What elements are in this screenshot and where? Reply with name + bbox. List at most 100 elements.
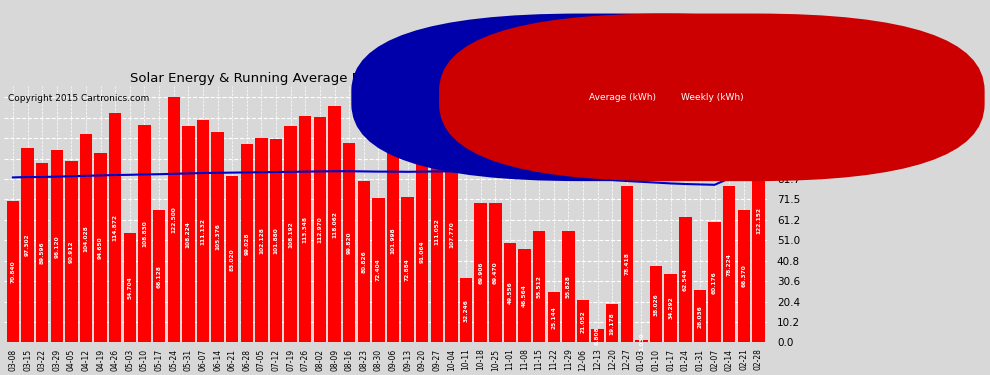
Text: 83.020: 83.020 — [230, 248, 235, 271]
Bar — [241, 144, 253, 342]
Text: 25.144: 25.144 — [551, 306, 556, 328]
Text: 78.224: 78.224 — [727, 253, 732, 276]
Bar — [547, 292, 560, 342]
Bar — [562, 231, 574, 342]
Text: 108.224: 108.224 — [186, 221, 191, 248]
Text: 118.062: 118.062 — [332, 211, 337, 238]
Bar — [65, 160, 77, 342]
Bar — [299, 116, 312, 342]
Bar — [723, 186, 736, 342]
Text: 108.830: 108.830 — [142, 220, 147, 247]
Text: 69.470: 69.470 — [493, 262, 498, 284]
Text: 32.246: 32.246 — [463, 298, 468, 321]
Text: 96.120: 96.120 — [54, 235, 59, 258]
Text: 101.998: 101.998 — [390, 227, 395, 254]
Text: 80.826: 80.826 — [361, 250, 366, 273]
Title: Solar Energy & Running Average Production Last 52 Weeks Wed Mar 4 17:51: Solar Energy & Running Average Productio… — [130, 72, 642, 85]
Text: 108.192: 108.192 — [288, 221, 293, 248]
Text: 55.512: 55.512 — [537, 275, 542, 298]
Bar — [314, 117, 326, 342]
Bar — [387, 138, 399, 342]
Text: 62.544: 62.544 — [683, 268, 688, 291]
Text: 6.808: 6.808 — [595, 326, 600, 345]
Bar — [694, 290, 706, 342]
Bar — [577, 300, 589, 342]
Bar — [401, 196, 414, 342]
Text: 69.906: 69.906 — [478, 261, 483, 284]
Text: 91.064: 91.064 — [420, 240, 425, 262]
Text: 55.828: 55.828 — [566, 275, 571, 298]
Bar — [50, 150, 63, 342]
Bar — [708, 222, 721, 342]
Text: 89.596: 89.596 — [40, 242, 45, 264]
Bar — [431, 120, 444, 342]
Text: 46.564: 46.564 — [522, 284, 527, 307]
Text: Weekly (kWh): Weekly (kWh) — [680, 93, 743, 102]
Text: 105.376: 105.376 — [215, 224, 220, 251]
Text: 114.872: 114.872 — [113, 214, 118, 241]
Text: 38.026: 38.026 — [653, 293, 658, 316]
Text: 101.880: 101.880 — [273, 227, 278, 254]
Text: Average (kWh): Average (kWh) — [589, 93, 655, 102]
Text: 49.556: 49.556 — [508, 281, 513, 304]
FancyBboxPatch shape — [351, 13, 893, 181]
Text: 111.132: 111.132 — [200, 218, 206, 245]
Text: 21.052: 21.052 — [580, 310, 585, 333]
Bar — [94, 153, 107, 342]
Text: 90.912: 90.912 — [69, 240, 74, 263]
Text: 113.348: 113.348 — [303, 216, 308, 243]
Bar — [255, 138, 267, 342]
Text: 1.030: 1.030 — [639, 332, 644, 351]
Bar — [474, 202, 487, 342]
Bar — [270, 139, 282, 342]
Text: 107.770: 107.770 — [448, 221, 454, 248]
Bar — [591, 329, 604, 342]
Text: 97.302: 97.302 — [25, 234, 30, 256]
Bar — [738, 210, 750, 342]
Text: 72.404: 72.404 — [376, 259, 381, 281]
Bar — [226, 176, 239, 342]
Text: 66.128: 66.128 — [156, 265, 161, 288]
Text: 60.176: 60.176 — [712, 271, 717, 294]
Bar — [649, 266, 662, 342]
Text: 122.152: 122.152 — [756, 207, 761, 234]
Bar — [606, 304, 619, 342]
Text: 66.370: 66.370 — [742, 265, 746, 287]
Text: 104.028: 104.028 — [83, 225, 88, 252]
Bar — [343, 143, 355, 342]
Bar — [124, 233, 136, 342]
Text: 102.128: 102.128 — [259, 227, 264, 254]
Bar — [152, 210, 165, 342]
Text: 72.884: 72.884 — [405, 258, 410, 281]
Bar — [533, 231, 545, 342]
Bar — [621, 186, 633, 342]
Text: 19.178: 19.178 — [610, 312, 615, 334]
Text: 54.704: 54.704 — [128, 276, 133, 299]
Bar — [329, 106, 341, 342]
Text: 34.292: 34.292 — [668, 297, 673, 320]
Bar — [22, 148, 34, 342]
Bar — [80, 134, 92, 342]
Text: Copyright 2015 Cartronics.com: Copyright 2015 Cartronics.com — [8, 94, 149, 103]
Bar — [372, 198, 384, 342]
Bar — [752, 98, 764, 342]
Bar — [664, 274, 677, 342]
Bar — [459, 278, 472, 342]
Text: 78.418: 78.418 — [625, 252, 630, 275]
Text: 94.650: 94.650 — [98, 236, 103, 259]
Bar — [679, 217, 692, 342]
Bar — [504, 243, 516, 342]
Text: 111.052: 111.052 — [435, 218, 440, 245]
Bar — [416, 160, 429, 342]
Bar — [284, 126, 297, 342]
Text: 70.840: 70.840 — [11, 260, 16, 283]
Text: 112.970: 112.970 — [318, 216, 323, 243]
FancyBboxPatch shape — [440, 13, 985, 181]
Bar — [211, 132, 224, 342]
Bar — [139, 125, 150, 342]
Bar — [197, 120, 209, 342]
Bar — [109, 113, 122, 342]
Bar — [357, 181, 370, 342]
Text: 122.500: 122.500 — [171, 207, 176, 233]
Bar — [489, 204, 502, 342]
